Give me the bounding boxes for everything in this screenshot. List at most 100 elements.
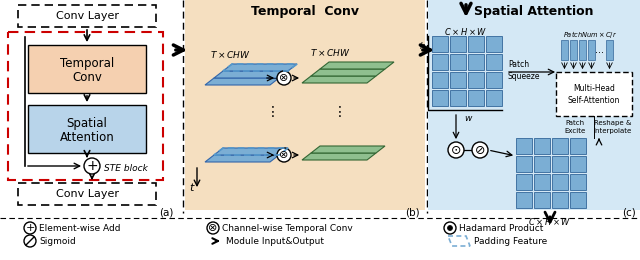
Bar bbox=[432, 54, 448, 70]
Bar bbox=[552, 174, 568, 190]
Polygon shape bbox=[205, 78, 279, 85]
Text: $C \times H \times W$: $C \times H \times W$ bbox=[444, 26, 488, 37]
Bar bbox=[8, 32, 163, 180]
Text: Interpolate: Interpolate bbox=[594, 128, 632, 134]
Bar bbox=[486, 90, 502, 106]
Bar bbox=[570, 138, 586, 154]
Text: Temporal  Conv: Temporal Conv bbox=[251, 4, 359, 17]
Bar bbox=[28, 45, 146, 93]
Polygon shape bbox=[214, 71, 288, 78]
Text: w: w bbox=[464, 114, 472, 123]
Bar bbox=[468, 36, 484, 52]
Bar bbox=[486, 72, 502, 88]
Text: STE block: STE block bbox=[104, 164, 148, 172]
Polygon shape bbox=[320, 62, 394, 69]
Bar bbox=[486, 36, 502, 52]
Text: Conv Layer: Conv Layer bbox=[56, 189, 118, 199]
Bar bbox=[468, 90, 484, 106]
Text: ⊗: ⊗ bbox=[279, 73, 289, 83]
Polygon shape bbox=[205, 155, 279, 162]
Text: Self-Attention: Self-Attention bbox=[568, 95, 620, 105]
Bar bbox=[432, 90, 448, 106]
Bar bbox=[185, 0, 425, 210]
Circle shape bbox=[277, 71, 291, 85]
Circle shape bbox=[24, 235, 36, 247]
Text: Module Input&Output: Module Input&Output bbox=[226, 237, 324, 245]
Circle shape bbox=[24, 222, 36, 234]
Bar bbox=[468, 72, 484, 88]
Bar bbox=[552, 192, 568, 208]
Circle shape bbox=[444, 222, 456, 234]
Bar bbox=[516, 174, 532, 190]
Text: ⊗: ⊗ bbox=[279, 150, 289, 160]
Bar bbox=[570, 174, 586, 190]
Bar bbox=[450, 72, 466, 88]
Bar bbox=[486, 54, 502, 70]
Text: Padding Feature: Padding Feature bbox=[474, 237, 547, 245]
Text: Patch: Patch bbox=[508, 60, 529, 68]
Bar bbox=[534, 156, 550, 172]
Circle shape bbox=[84, 158, 100, 174]
Bar bbox=[570, 156, 586, 172]
Text: Channel-wise Temporal Conv: Channel-wise Temporal Conv bbox=[222, 224, 353, 232]
Bar bbox=[428, 0, 640, 210]
Text: Spatial Attention: Spatial Attention bbox=[474, 4, 594, 17]
Circle shape bbox=[448, 142, 464, 158]
Bar bbox=[579, 40, 586, 60]
Text: Sigmoid: Sigmoid bbox=[39, 237, 76, 245]
Circle shape bbox=[207, 222, 219, 234]
Circle shape bbox=[277, 148, 291, 162]
Text: Element-wise Add: Element-wise Add bbox=[39, 224, 120, 232]
Text: Attention: Attention bbox=[60, 131, 115, 144]
Text: ...: ... bbox=[595, 45, 604, 55]
Bar bbox=[556, 72, 632, 116]
Text: ⊘: ⊘ bbox=[475, 144, 485, 157]
Bar bbox=[432, 72, 448, 88]
Bar bbox=[552, 156, 568, 172]
Bar bbox=[450, 54, 466, 70]
Text: Hadamard Product: Hadamard Product bbox=[459, 224, 543, 232]
Text: Reshape &: Reshape & bbox=[595, 120, 632, 126]
Text: (a): (a) bbox=[159, 207, 173, 217]
Bar bbox=[534, 138, 550, 154]
Text: h: h bbox=[419, 42, 425, 50]
Text: Conv: Conv bbox=[72, 70, 102, 83]
Text: ⊗: ⊗ bbox=[208, 223, 218, 233]
Text: Temporal: Temporal bbox=[60, 56, 114, 69]
Text: t: t bbox=[189, 183, 194, 193]
Bar bbox=[516, 192, 532, 208]
Text: +: + bbox=[26, 223, 35, 233]
Bar bbox=[606, 40, 613, 60]
Text: $T \times CHW$: $T \times CHW$ bbox=[210, 49, 251, 60]
Bar bbox=[432, 36, 448, 52]
Text: $T \times CHW$: $T \times CHW$ bbox=[310, 47, 351, 58]
Text: Excite: Excite bbox=[564, 128, 586, 134]
Bar bbox=[450, 36, 466, 52]
Text: (b): (b) bbox=[405, 207, 420, 217]
Bar bbox=[570, 192, 586, 208]
Polygon shape bbox=[311, 146, 385, 153]
Circle shape bbox=[447, 225, 452, 231]
Polygon shape bbox=[302, 153, 376, 160]
Text: Spatial: Spatial bbox=[67, 116, 108, 129]
Text: Multi-Head: Multi-Head bbox=[573, 83, 615, 93]
Bar bbox=[534, 192, 550, 208]
Text: ⋮: ⋮ bbox=[266, 105, 280, 119]
Bar bbox=[450, 90, 466, 106]
Text: Squeeze: Squeeze bbox=[508, 72, 541, 81]
Text: (c): (c) bbox=[622, 207, 636, 217]
Bar bbox=[534, 174, 550, 190]
Bar bbox=[18, 5, 156, 27]
Bar bbox=[28, 105, 146, 153]
Bar bbox=[561, 40, 568, 60]
Bar bbox=[552, 138, 568, 154]
Text: Conv Layer: Conv Layer bbox=[56, 11, 118, 21]
Polygon shape bbox=[302, 76, 376, 83]
Bar bbox=[588, 40, 595, 60]
Polygon shape bbox=[223, 64, 297, 71]
Text: Patch: Patch bbox=[565, 120, 584, 126]
Text: $PatchNum \times C/r$: $PatchNum \times C/r$ bbox=[563, 29, 617, 40]
Polygon shape bbox=[311, 69, 385, 76]
Bar bbox=[516, 156, 532, 172]
Bar bbox=[468, 54, 484, 70]
